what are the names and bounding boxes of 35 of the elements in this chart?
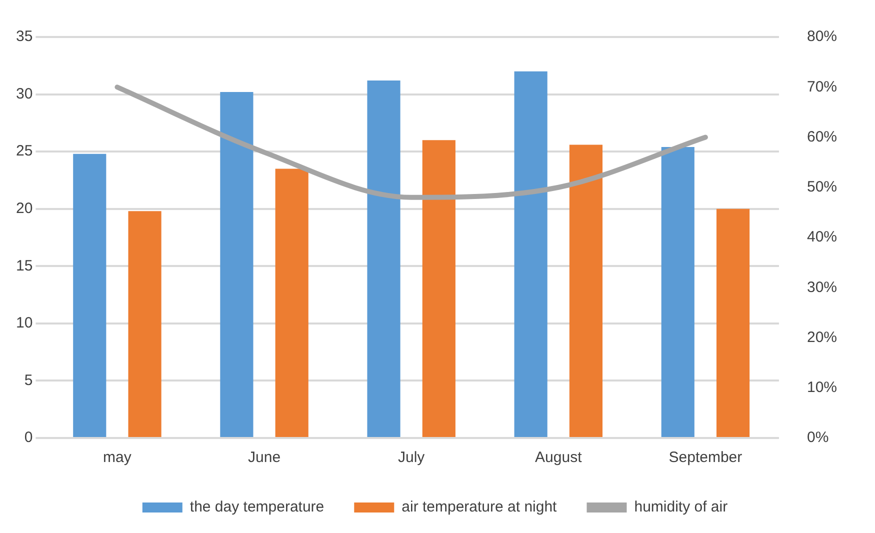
y-tick-label: 15 <box>16 257 33 274</box>
x-tick-label: may <box>103 449 132 466</box>
legend-label: the day temperature <box>190 498 324 516</box>
y2-tick-label: 60% <box>806 128 838 146</box>
y-tick-label: 35 <box>16 28 33 46</box>
x-tick-label: September <box>668 449 742 466</box>
bar <box>716 208 750 437</box>
bar <box>661 146 694 437</box>
y-tick-label: 5 <box>24 372 33 389</box>
bar <box>367 80 400 437</box>
y2-tick-label: 20% <box>806 328 838 346</box>
y2-tick-label: 10% <box>806 379 838 396</box>
y2-tick-label: 50% <box>806 178 838 196</box>
bar <box>514 71 548 437</box>
x-tick-label: August <box>535 449 583 466</box>
y2-tick-label: 40% <box>806 228 838 246</box>
y2-tick-label: 70% <box>806 78 838 96</box>
y2-tick-label: 30% <box>806 278 838 296</box>
bar <box>128 211 162 437</box>
y2-tick-label: 0% <box>806 429 829 446</box>
y-tick-label: 25 <box>16 142 33 160</box>
y2-tick-label: 80% <box>806 28 838 46</box>
bar <box>275 168 308 437</box>
legend-label: humidity of air <box>634 498 728 516</box>
bar <box>569 144 603 437</box>
y-tick-label: 30 <box>16 85 33 102</box>
bar <box>422 140 456 437</box>
bar <box>73 154 106 437</box>
bar <box>220 92 254 437</box>
legend-label: air temperature at night <box>402 498 558 516</box>
y-tick-label: 10 <box>16 314 33 332</box>
y-tick-label: 20 <box>16 200 33 217</box>
y-tick-label: 0 <box>24 429 33 446</box>
x-tick-label: June <box>248 449 281 466</box>
x-tick-label: July <box>398 449 426 466</box>
